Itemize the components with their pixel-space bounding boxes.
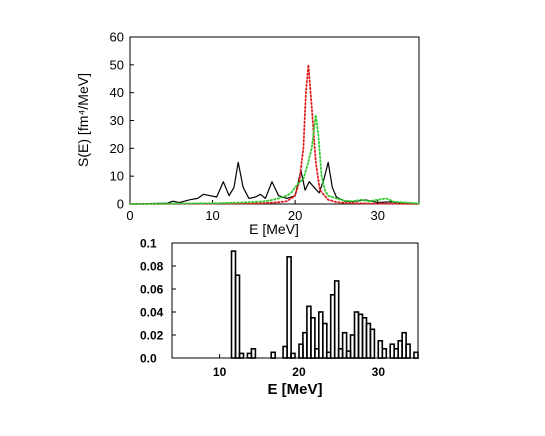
bottom-x-axis-label: E [MeV] bbox=[267, 381, 322, 398]
histogram-bin bbox=[234, 274, 241, 359]
top-x-ticks: 0 10 20 30 bbox=[126, 200, 385, 223]
top-y-tick-label: 40 bbox=[110, 85, 124, 100]
top-y-axis-label: S(E) [fm⁴/MeV] bbox=[75, 73, 91, 167]
top-y-tick-label: 30 bbox=[110, 113, 124, 128]
top-x-tick-label: 0 bbox=[126, 208, 133, 223]
bottom-y-tick-label: 0.02 bbox=[140, 329, 164, 343]
bottom-y-tick-label: 0.04 bbox=[140, 306, 164, 320]
top-y-tick-label: 20 bbox=[110, 141, 124, 156]
histogram-bin bbox=[250, 347, 257, 359]
top-series-line-2 bbox=[129, 63, 420, 205]
top-x-tick-label: 10 bbox=[205, 208, 219, 223]
histogram-bin bbox=[413, 351, 419, 359]
histogram-bin bbox=[286, 255, 292, 359]
top-y-tick-label: 0 bbox=[117, 197, 124, 212]
bottom-histogram-chart: 0.0 0.02 0.04 0.06 0.08 0.1 10 20 30 E [MeV] bbox=[140, 237, 419, 398]
top-x-axis-label: E [MeV] bbox=[249, 221, 299, 237]
bottom-y-ticks: 0.0 0.02 0.04 0.06 0.08 0.1 bbox=[140, 237, 176, 366]
top-y-tick-label: 50 bbox=[110, 57, 124, 72]
bottom-y-tick-label: 0.08 bbox=[140, 260, 164, 274]
histogram-bin bbox=[381, 347, 388, 359]
bottom-x-tick-label: 30 bbox=[372, 365, 386, 379]
histogram-bin bbox=[405, 343, 411, 359]
top-spectrum-chart: 0 10 20 30 40 50 60 0 10 20 30 E [MeV] S(E) [fm⁴/… bbox=[75, 30, 420, 237]
bottom-y-tick-label: 0.0 bbox=[140, 352, 157, 366]
histogram-bin bbox=[333, 280, 340, 359]
top-series-line-1 bbox=[129, 161, 420, 205]
bottom-x-tick-label: 20 bbox=[292, 365, 306, 379]
histogram-bin bbox=[310, 316, 316, 359]
histogram-bin bbox=[238, 352, 245, 359]
top-series bbox=[129, 63, 420, 205]
bottom-x-ticks: 10 20 30 bbox=[213, 354, 385, 379]
bottom-y-tick-label: 0.1 bbox=[140, 237, 157, 251]
top-series-line-3 bbox=[129, 114, 420, 205]
top-x-tick-label: 20 bbox=[288, 208, 302, 223]
bottom-y-tick-label: 0.06 bbox=[140, 283, 164, 297]
bottom-histogram-bins bbox=[230, 250, 419, 359]
top-x-tick-label: 30 bbox=[370, 208, 384, 223]
top-y-tick-label: 60 bbox=[110, 30, 124, 45]
top-plot-frame bbox=[129, 36, 420, 205]
histogram-bin bbox=[369, 328, 376, 359]
histogram-bin bbox=[321, 322, 328, 359]
histogram-bin bbox=[270, 351, 277, 359]
histogram-bin bbox=[341, 331, 348, 359]
histogram-bin bbox=[290, 352, 296, 359]
bottom-x-tick-label: 10 bbox=[213, 365, 227, 379]
top-y-tick-label: 10 bbox=[110, 169, 124, 184]
top-y-ticks: 0 10 20 30 40 50 60 bbox=[110, 30, 134, 212]
